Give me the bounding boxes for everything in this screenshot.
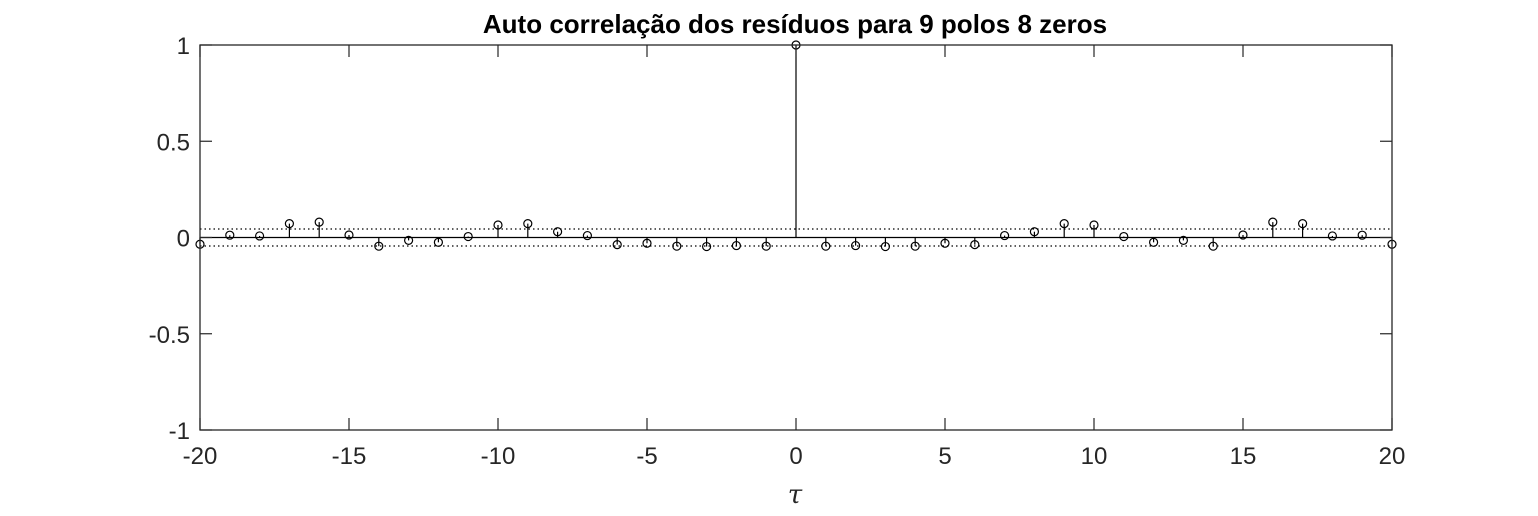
stem-marker — [1089, 220, 1099, 230]
stem-marker — [1208, 241, 1218, 251]
stem-marker — [940, 238, 950, 248]
stem-marker — [1178, 235, 1189, 245]
stem-marker — [433, 237, 443, 247]
stem-marker — [1029, 227, 1040, 237]
y-tick-label: 1 — [177, 33, 190, 60]
stem-marker — [1148, 237, 1159, 247]
stem-marker — [1357, 230, 1367, 240]
stem-marker — [999, 230, 1010, 241]
x-tick-label: -15 — [332, 443, 367, 470]
stem-marker — [731, 240, 742, 251]
stem-marker — [672, 241, 682, 251]
stem-marker — [374, 241, 384, 251]
x-tick-label: -5 — [636, 443, 657, 470]
stem-marker — [404, 235, 414, 245]
stem-marker — [850, 240, 861, 251]
stem-marker — [612, 240, 622, 250]
stem-marker — [910, 241, 920, 251]
stem-marker — [761, 241, 771, 251]
y-tick-label: -1 — [169, 418, 190, 445]
stem-marker — [344, 230, 354, 240]
stem-marker — [523, 219, 533, 229]
stem-marker — [1119, 231, 1129, 242]
stem-marker — [552, 227, 563, 237]
stem-marker — [821, 241, 831, 251]
stem-marker — [1059, 219, 1069, 229]
x-tick-label: 5 — [938, 443, 951, 470]
y-tick-label: 0 — [177, 226, 190, 253]
stem-marker — [1268, 217, 1278, 227]
stem-marker — [314, 217, 324, 227]
x-tick-label: 15 — [1230, 443, 1257, 470]
chart-title: Auto correlação dos resíduos para 9 polo… — [483, 9, 1107, 39]
x-axis-label: τ — [788, 480, 803, 510]
stem-marker — [255, 231, 265, 241]
stem-marker — [225, 230, 235, 240]
y-tick-label: 0.5 — [157, 129, 190, 156]
stem-marker — [463, 231, 473, 242]
plot-area — [195, 40, 1397, 252]
stem-marker — [880, 241, 891, 252]
stem-marker — [284, 219, 294, 229]
x-tick-label: 10 — [1081, 443, 1108, 470]
stem-marker — [970, 240, 980, 250]
stem-marker — [1238, 230, 1248, 240]
stem-marker — [1327, 231, 1338, 241]
stem-marker — [701, 241, 712, 252]
stem-marker — [493, 220, 503, 230]
stem-marker — [642, 238, 652, 248]
axes: -20 -15 -10 -5 0 5 10 15 20 -1 -0.5 0 0.5 1 — [149, 33, 1406, 470]
stem-marker — [582, 230, 593, 241]
x-tick-label: -10 — [481, 443, 516, 470]
x-tick-label: 20 — [1379, 443, 1406, 470]
x-tick-label: 0 — [789, 443, 802, 470]
x-tick-label: -20 — [183, 443, 218, 470]
stem-marker — [1297, 219, 1308, 229]
y-tick-label: -0.5 — [149, 322, 190, 349]
